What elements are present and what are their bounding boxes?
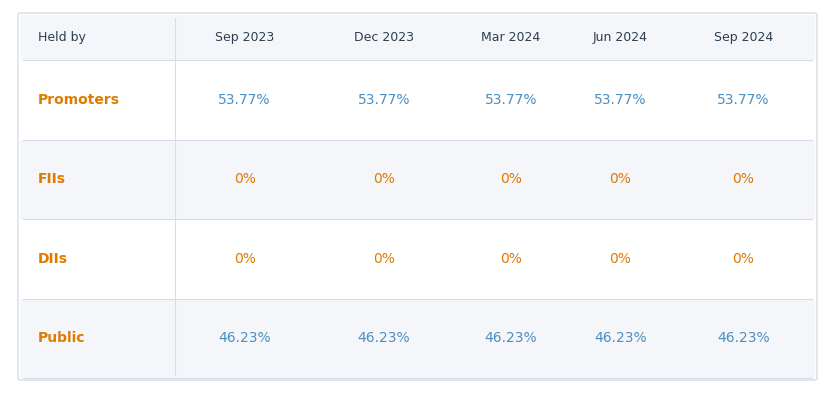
Text: FIIs: FIIs <box>38 172 66 186</box>
FancyBboxPatch shape <box>18 13 817 380</box>
Text: 0%: 0% <box>234 252 256 266</box>
Text: 0%: 0% <box>732 252 754 266</box>
Text: 0%: 0% <box>500 252 522 266</box>
Text: Public: Public <box>38 331 85 345</box>
Text: 0%: 0% <box>610 172 631 186</box>
Text: 53.77%: 53.77% <box>594 93 646 107</box>
Bar <box>20 140 815 219</box>
Text: 0%: 0% <box>500 172 522 186</box>
Bar <box>20 219 815 299</box>
Text: Sep 2024: Sep 2024 <box>714 31 773 44</box>
Text: 0%: 0% <box>372 252 395 266</box>
Bar <box>20 15 815 60</box>
Text: 53.77%: 53.77% <box>218 93 271 107</box>
Text: Jun 2024: Jun 2024 <box>593 31 648 44</box>
Text: Held by: Held by <box>38 31 86 44</box>
Text: 46.23%: 46.23% <box>218 331 271 345</box>
Bar <box>20 299 815 378</box>
Text: 53.77%: 53.77% <box>357 93 410 107</box>
Text: 0%: 0% <box>234 172 256 186</box>
Text: 0%: 0% <box>610 252 631 266</box>
Text: DIIs: DIIs <box>38 252 68 266</box>
Text: Dec 2023: Dec 2023 <box>354 31 413 44</box>
Text: 0%: 0% <box>732 172 754 186</box>
Text: 53.77%: 53.77% <box>484 93 537 107</box>
Text: 46.23%: 46.23% <box>484 331 537 345</box>
Text: 46.23%: 46.23% <box>357 331 410 345</box>
Text: 53.77%: 53.77% <box>717 93 770 107</box>
Text: Sep 2023: Sep 2023 <box>215 31 274 44</box>
Text: 0%: 0% <box>372 172 395 186</box>
Text: Mar 2024: Mar 2024 <box>481 31 540 44</box>
Text: 46.23%: 46.23% <box>594 331 646 345</box>
Bar <box>20 60 815 140</box>
Text: Promoters: Promoters <box>38 93 120 107</box>
Text: 46.23%: 46.23% <box>717 331 770 345</box>
